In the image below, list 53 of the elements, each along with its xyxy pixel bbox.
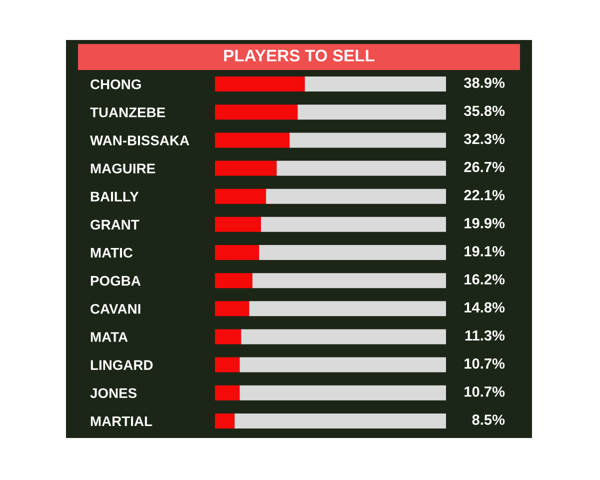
y-tick-label: MARTIAL — [90, 416, 152, 426]
bar — [259, 245, 446, 260]
data-label: 26.7% — [464, 162, 505, 172]
y-tick-label: GRANT — [90, 220, 140, 230]
bar — [215, 301, 250, 316]
data-label: 32.3% — [464, 134, 505, 144]
bar — [266, 188, 446, 204]
bar — [252, 273, 446, 288]
bar — [215, 188, 266, 204]
y-tick-label: MATIC — [90, 248, 133, 258]
y-tick-label: CAVANI — [90, 304, 140, 314]
data-label: 22.1% — [464, 190, 505, 200]
bar — [241, 329, 446, 344]
y-tick-label: CHONG — [90, 79, 141, 90]
chart-title: PLAYERS TO SELL — [224, 50, 374, 62]
bar — [260, 216, 446, 232]
data-label: 19.1% — [464, 246, 505, 256]
data-label: 11.3% — [465, 330, 505, 341]
data-label: 8.5% — [472, 414, 505, 425]
data-label: 14.8% — [464, 302, 505, 313]
y-tick-label: MATA — [90, 332, 128, 342]
bar — [215, 76, 305, 92]
bar — [215, 132, 290, 148]
y-tick-label: JONES — [90, 388, 137, 398]
bar — [249, 301, 446, 316]
bar — [234, 413, 446, 428]
data-label: 35.8% — [464, 106, 505, 116]
bar — [215, 216, 261, 232]
bar — [290, 132, 446, 148]
bar — [215, 329, 242, 344]
y-tick-label: POGBA — [90, 276, 141, 286]
y-tick-label: BAILLY — [90, 192, 139, 202]
bar — [215, 245, 260, 260]
bar — [215, 357, 240, 372]
bar — [240, 357, 446, 372]
bar — [276, 160, 446, 176]
y-tick-label: LINGARD — [90, 360, 153, 370]
y-tick-label: WAN-BISSAKA — [90, 136, 190, 146]
bar — [215, 104, 298, 120]
data-label: 19.9% — [464, 218, 505, 228]
data-label: 10.7% — [464, 358, 505, 369]
bar — [215, 160, 277, 176]
bar — [215, 413, 235, 428]
y-tick-label: MAGUIRE — [90, 164, 156, 174]
bar — [304, 76, 446, 92]
bar — [215, 385, 240, 400]
data-label: 38.9% — [464, 78, 505, 88]
data-label: 10.7% — [464, 386, 505, 397]
data-label: 16.2% — [464, 274, 505, 284]
bar — [240, 385, 446, 400]
y-tick-label: TUANZEBE — [90, 108, 166, 118]
bar — [298, 104, 446, 120]
bar — [215, 273, 252, 288]
